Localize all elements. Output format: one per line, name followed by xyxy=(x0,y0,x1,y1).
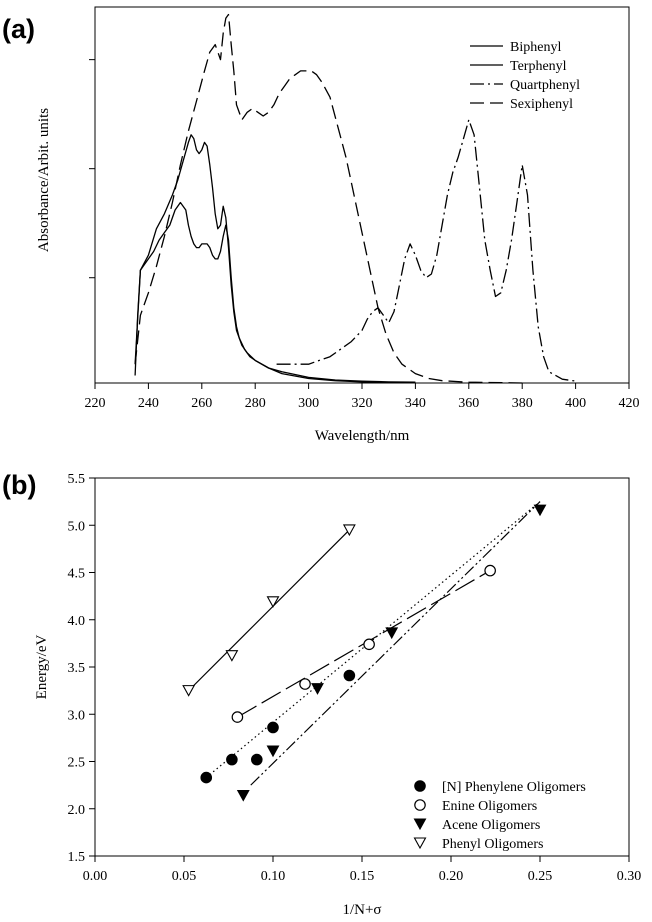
fit-line xyxy=(250,501,541,786)
legend-marker-b xyxy=(413,818,427,831)
data-point xyxy=(363,638,375,651)
legend-marker-b xyxy=(414,799,426,811)
fit-line xyxy=(188,529,350,692)
y-axis-title-b: Energy/eV xyxy=(34,634,50,699)
legend-label-a: Biphenyl xyxy=(510,40,561,55)
y-tick-label-b: 4.0 xyxy=(68,614,86,629)
legend-label-b: Phenyl Oligomers xyxy=(442,837,544,852)
y-tick-label-b: 5.5 xyxy=(68,472,86,487)
x-axis-title-a: Wavelength/nm xyxy=(315,428,410,444)
x-tick-label-a: 220 xyxy=(85,396,106,411)
x-tick-label-a: 360 xyxy=(458,396,479,411)
data-point xyxy=(267,721,279,734)
x-tick-label-a: 240 xyxy=(138,396,159,411)
y-tick-label-b: 4.5 xyxy=(68,567,86,582)
data-point xyxy=(266,745,280,758)
y-tick-label-b: 2.0 xyxy=(68,803,86,818)
x-tick-label-a: 280 xyxy=(245,396,266,411)
series-line-quartphenyl xyxy=(276,119,576,382)
x-tick-label-b: 0.25 xyxy=(528,869,553,884)
legend-b: [N] Phenylene Oligomers Enine Oligomers Ac… xyxy=(413,780,586,852)
x-tick-label-b: 0.15 xyxy=(350,869,375,884)
y-tick-label-b: 1.5 xyxy=(68,850,86,865)
data-point xyxy=(343,669,356,682)
y-tick-label-b: 3.0 xyxy=(68,708,86,723)
y-tick-label-b: 2.5 xyxy=(68,756,86,771)
legend-label-b: Enine Oligomers xyxy=(442,799,537,814)
data-point xyxy=(385,627,399,640)
data-point xyxy=(484,564,496,577)
x-tick-label-b: 0.00 xyxy=(83,869,108,884)
data-point xyxy=(251,753,263,766)
y-ticks-b: 1.5 2.0 2.5 3.0 3.5 4.0 4.5 5.0 5.5 xyxy=(68,472,95,865)
y-tick-label-b: 3.5 xyxy=(68,661,86,676)
data-point xyxy=(231,711,244,723)
x-tick-label-a: 300 xyxy=(298,396,319,411)
plot-frame-b xyxy=(94,477,630,857)
x-tick-label-a: 380 xyxy=(512,396,533,411)
data-point xyxy=(225,650,239,662)
x-tick-label-a: 260 xyxy=(191,396,212,411)
fit-line xyxy=(205,501,541,779)
x-tick-label-a: 340 xyxy=(405,396,426,411)
panel-b: (b) 0.00 0.05 0.10 0.15 0.20 0.25 0.30 1.5 2.0 2… xyxy=(2,470,641,918)
y-ticks-a xyxy=(89,59,95,279)
legend-a: Biphenyl Terphenyl Quartphenyl Sexiphenyl xyxy=(470,40,580,112)
legend-label-a: Quartphenyl xyxy=(510,78,580,93)
legend-marker-b xyxy=(413,837,427,850)
data-point xyxy=(533,504,547,517)
data-point xyxy=(226,753,238,766)
panel-a-label: (a) xyxy=(2,14,35,44)
series-line-sexiphenyl xyxy=(134,13,523,384)
x-tick-label-b: 0.05 xyxy=(172,869,197,884)
data-point xyxy=(342,524,356,537)
legend-label-b: Acene Oligomers xyxy=(442,818,540,833)
x-tick-label-a: 420 xyxy=(619,396,640,411)
x-ticks-b: 0.00 0.05 0.10 0.15 0.20 0.25 0.30 xyxy=(83,856,642,884)
data-point xyxy=(182,685,196,697)
x-tick-label-b: 0.20 xyxy=(439,869,464,884)
x-tick-label-b: 0.10 xyxy=(261,869,286,884)
panel-a: (a) 220 240 260 280 300 320 340 360 380 400 420 Bi… xyxy=(2,6,640,444)
legend-label-b: [N] Phenylene Oligomers xyxy=(442,780,586,795)
data-point xyxy=(200,771,213,784)
legend-marker-b xyxy=(414,780,426,792)
x-tick-label-a: 400 xyxy=(565,396,586,411)
x-tick-label-b: 0.30 xyxy=(617,869,642,884)
panel-b-label: (b) xyxy=(2,470,36,500)
data-point xyxy=(266,596,280,608)
x-tick-label-a: 320 xyxy=(352,396,373,411)
legend-label-a: Terphenyl xyxy=(510,59,567,74)
data-point xyxy=(311,683,324,695)
points-b xyxy=(182,504,547,802)
y-axis-title-a: Absorbance/Arbit. units xyxy=(36,108,52,252)
series-line-terphenyl xyxy=(134,134,416,384)
series-a xyxy=(134,13,576,384)
x-ticks-a: 220 240 260 280 300 320 340 360 380 400 420 xyxy=(85,383,640,411)
x-axis-title-b: 1/N+σ xyxy=(342,902,381,918)
data-point xyxy=(299,678,311,690)
series-line-biphenyl xyxy=(134,201,416,383)
y-tick-label-b: 5.0 xyxy=(68,519,86,534)
data-point xyxy=(236,789,250,802)
legend-label-a: Sexiphenyl xyxy=(510,97,573,112)
